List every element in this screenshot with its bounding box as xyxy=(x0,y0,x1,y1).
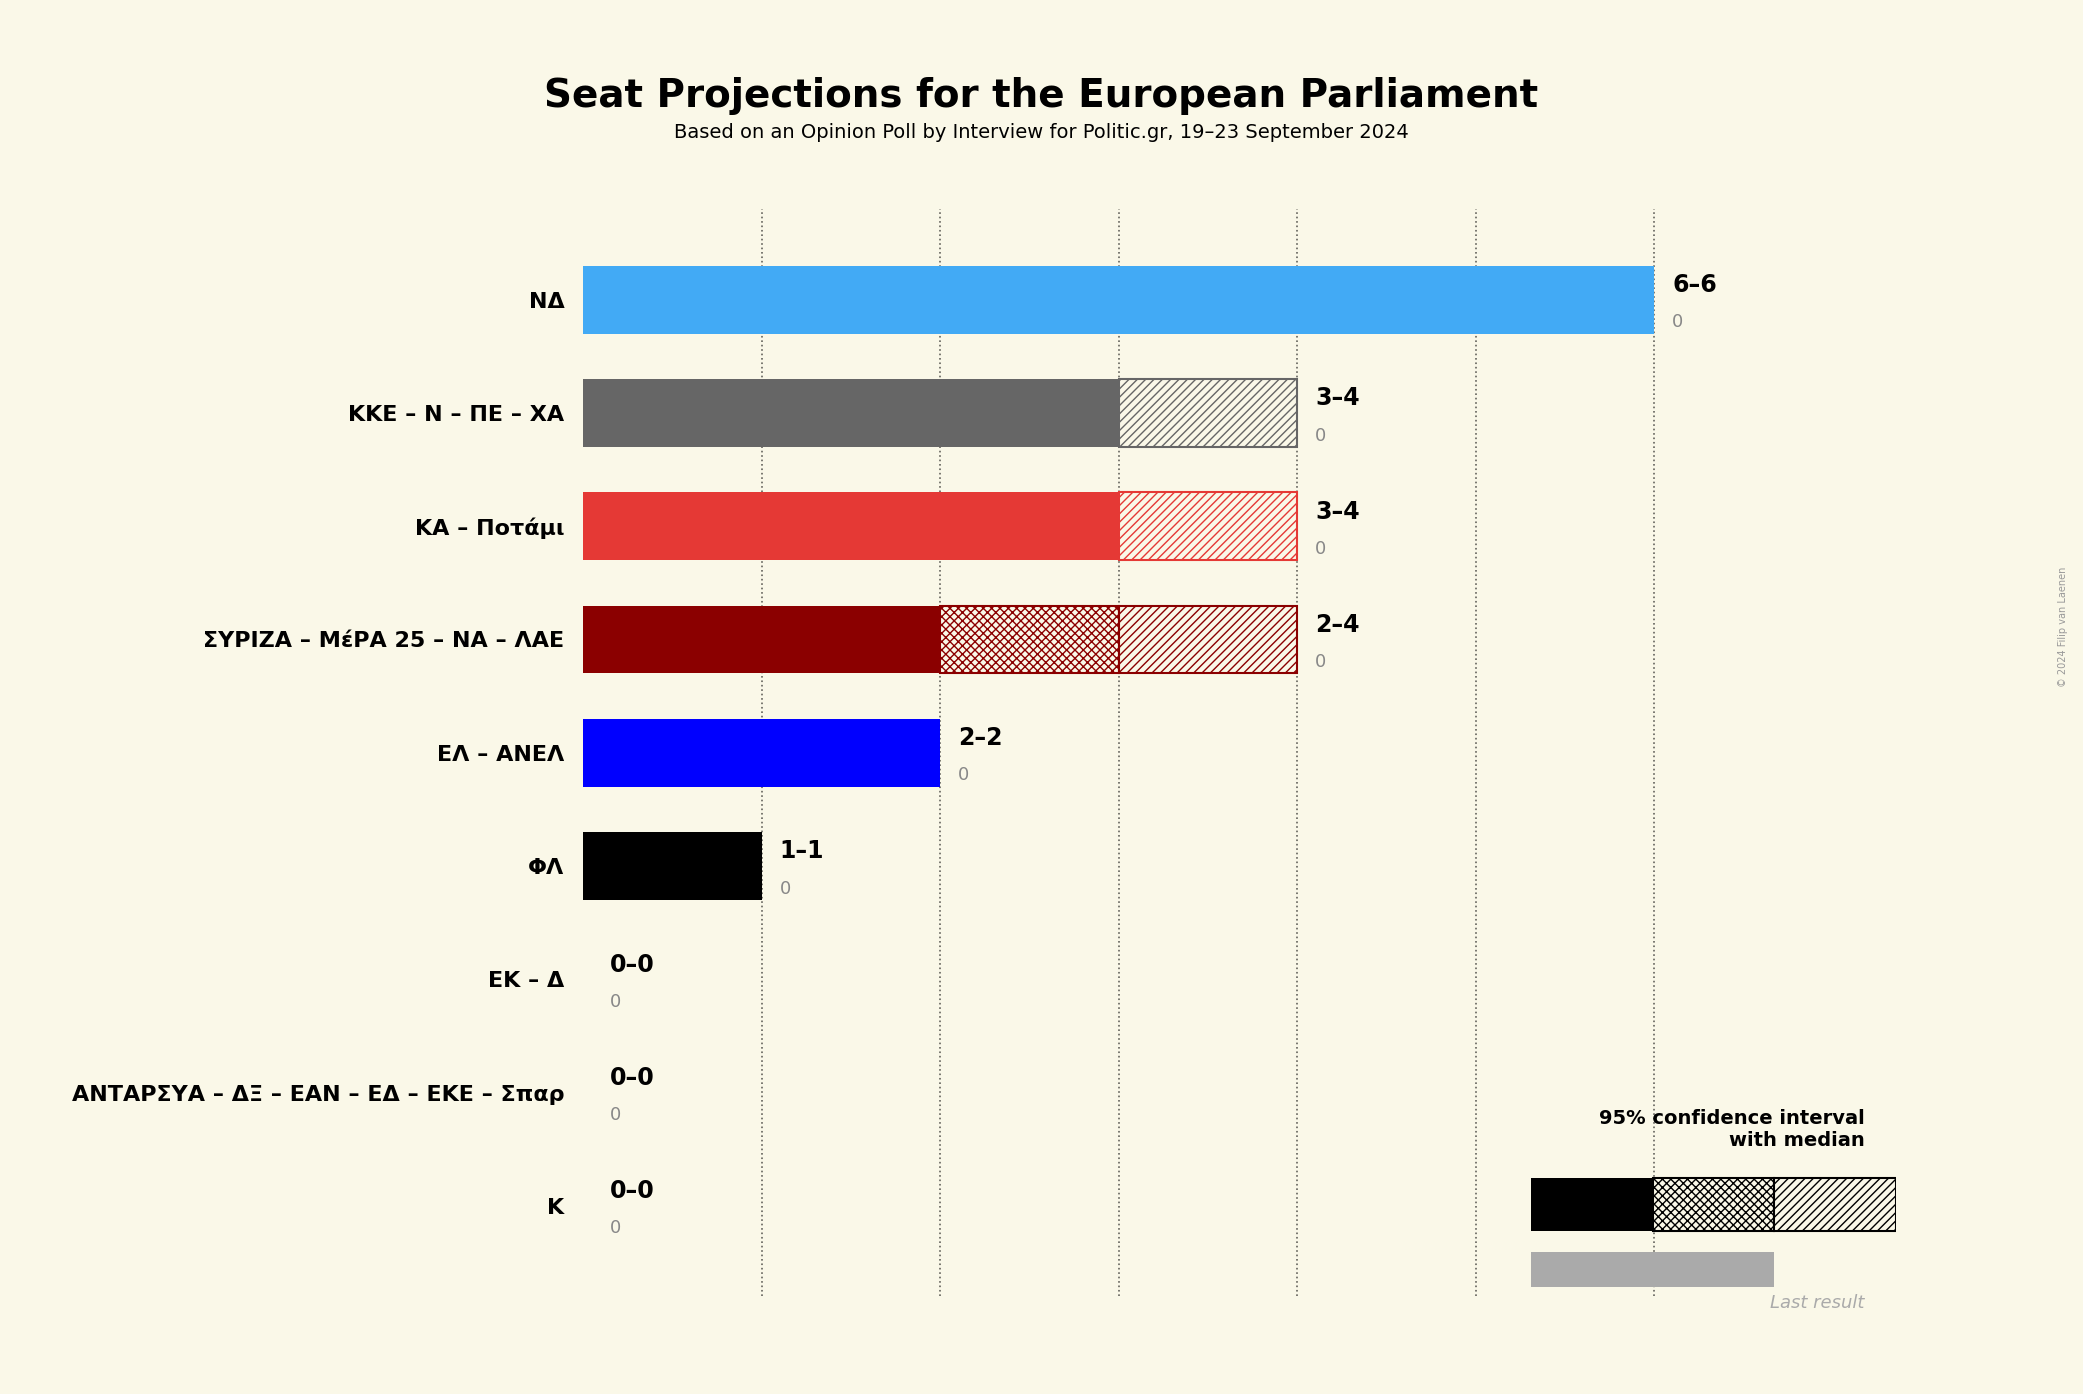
Text: 0: 0 xyxy=(1314,427,1327,445)
Text: 0–0: 0–0 xyxy=(610,1066,654,1090)
Text: 0: 0 xyxy=(610,1107,621,1124)
Text: 0–0: 0–0 xyxy=(610,952,654,977)
Text: 0: 0 xyxy=(779,880,792,898)
Text: 2–4: 2–4 xyxy=(1314,613,1360,637)
Text: 6–6: 6–6 xyxy=(1673,273,1716,297)
Bar xyxy=(939,605,1119,673)
Text: 0: 0 xyxy=(610,1220,621,1238)
Bar xyxy=(1531,1252,1775,1288)
Bar xyxy=(583,492,1119,560)
Text: Last result: Last result xyxy=(1771,1294,1864,1312)
Text: 1–1: 1–1 xyxy=(779,839,825,863)
Text: 2–2: 2–2 xyxy=(958,726,1002,750)
Bar xyxy=(1119,492,1298,560)
Text: © 2024 Filip van Laenen: © 2024 Filip van Laenen xyxy=(2058,567,2068,687)
Bar xyxy=(1119,605,1298,673)
Bar xyxy=(1119,492,1298,560)
Bar xyxy=(583,719,939,786)
Text: 0: 0 xyxy=(1673,314,1683,332)
Text: 0: 0 xyxy=(1314,654,1327,671)
Text: 3–4: 3–4 xyxy=(1314,499,1360,524)
Text: 0–0: 0–0 xyxy=(610,1179,654,1203)
Bar xyxy=(1119,379,1298,447)
Text: Seat Projections for the European Parliament: Seat Projections for the European Parlia… xyxy=(544,77,1539,114)
Text: 0: 0 xyxy=(958,767,969,785)
Bar xyxy=(583,832,762,901)
Bar xyxy=(1652,1178,1775,1231)
Bar xyxy=(583,605,939,673)
Bar xyxy=(583,379,1119,447)
Bar xyxy=(1531,1178,1652,1231)
Bar xyxy=(1652,1178,1775,1231)
Bar xyxy=(1775,1178,1896,1231)
Bar xyxy=(1119,605,1298,673)
Text: 0: 0 xyxy=(610,993,621,1011)
Text: Based on an Opinion Poll by Interview for Politic.gr, 19–23 September 2024: Based on an Opinion Poll by Interview fo… xyxy=(675,123,1408,142)
Text: 95% confidence interval
with median: 95% confidence interval with median xyxy=(1598,1110,1864,1150)
Bar xyxy=(1775,1178,1896,1231)
Text: 0: 0 xyxy=(1314,539,1327,558)
Bar xyxy=(1119,379,1298,447)
Bar xyxy=(583,266,1654,333)
Text: 3–4: 3–4 xyxy=(1314,386,1360,410)
Bar xyxy=(939,605,1119,673)
